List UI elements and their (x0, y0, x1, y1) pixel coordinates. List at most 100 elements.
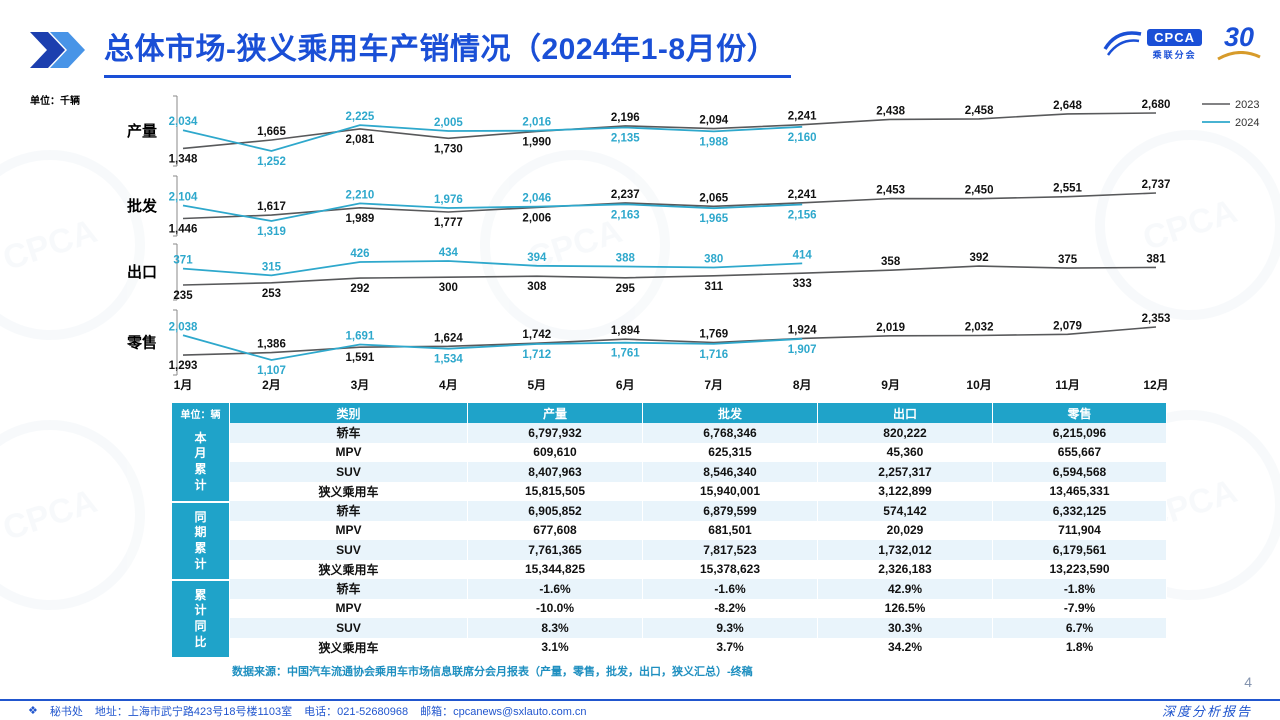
footer-address: 地址：上海市武宁路423号18号楼1103室 (94, 705, 293, 718)
table-value-cell: 9.3% (643, 618, 818, 638)
svg-text:8月: 8月 (793, 378, 812, 392)
footer-emblem-icon: ❖ (28, 705, 38, 717)
svg-text:1,769: 1,769 (699, 329, 728, 341)
svg-text:392: 392 (969, 252, 988, 264)
gold-swoosh-icon (1217, 51, 1261, 61)
table-value-cell: 2,257,317 (818, 462, 993, 482)
svg-text:零售: 零售 (126, 334, 157, 352)
svg-text:2,016: 2,016 (522, 117, 551, 129)
svg-text:2,135: 2,135 (611, 133, 640, 145)
summary-table: 单位：辆 类别 产量 批发 出口 零售本月累计轿车 6,797,932 6,768,346 82… (172, 403, 1167, 657)
table-value-cell: 8,407,963 (468, 462, 643, 482)
svg-text:1,907: 1,907 (788, 344, 817, 356)
svg-text:426: 426 (350, 248, 369, 260)
svg-text:2,163: 2,163 (611, 209, 640, 221)
svg-text:380: 380 (704, 254, 723, 266)
line-charts: 产量 1,348 2,034 1,665 1,252 2,081 2,225 1,730 2,0… (126, 95, 1259, 392)
table-category-cell: 轿车 (230, 579, 468, 599)
svg-text:1,976: 1,976 (434, 194, 463, 206)
svg-text:出口: 出口 (127, 263, 157, 281)
table-value-cell: 7,817,523 (643, 540, 818, 560)
svg-text:1,319: 1,319 (257, 226, 286, 238)
table-value-cell: 8,546,340 (643, 462, 818, 482)
svg-text:6月: 6月 (616, 378, 635, 392)
svg-text:371: 371 (173, 255, 193, 267)
watermark-text: CPCA (0, 481, 102, 548)
footer-bar: ❖ 秘书处 地址：上海市武宁路423号18号楼1103室 电话：021-5268… (0, 699, 1280, 720)
table-value-cell: -7.9% (993, 598, 1167, 618)
svg-text:1,716: 1,716 (699, 349, 728, 361)
svg-text:2,450: 2,450 (965, 185, 994, 197)
table-value-cell: 30.3% (818, 618, 993, 638)
svg-text:1,617: 1,617 (257, 201, 286, 213)
svg-text:5月: 5月 (527, 378, 546, 392)
table-value-cell: 6,594,568 (993, 462, 1167, 482)
svg-text:2,551: 2,551 (1053, 183, 1082, 195)
table-value-cell: 6.7% (993, 618, 1167, 638)
svg-text:2,006: 2,006 (522, 212, 551, 224)
svg-text:2,196: 2,196 (611, 112, 640, 124)
table-value-cell: -1.8% (993, 579, 1167, 599)
table-value-cell: 34.2% (818, 637, 993, 657)
table-value-cell: 625,315 (643, 442, 818, 462)
svg-text:2,079: 2,079 (1053, 320, 1082, 332)
cpca-swoosh-icon (1103, 30, 1142, 56)
svg-text:2,094: 2,094 (699, 115, 728, 127)
svg-text:1,989: 1,989 (346, 213, 375, 225)
svg-text:1,665: 1,665 (257, 126, 286, 138)
table-value-cell: 6,797,932 (468, 423, 643, 443)
table-value-cell: 609,610 (468, 442, 643, 462)
table-value-cell: 3,122,899 (818, 481, 993, 501)
svg-text:1,691: 1,691 (346, 331, 375, 343)
svg-text:2,065: 2,065 (699, 192, 728, 204)
table-category-cell: MPV (230, 598, 468, 618)
table-value-cell: 1,732,012 (818, 540, 993, 560)
page-title: 总体市场-狭义乘用车产销情况（2024年1-8月份） (104, 33, 778, 66)
cpca-logo-subtext: 乘联分会 (1152, 49, 1197, 60)
svg-text:2,241: 2,241 (788, 189, 817, 201)
table-value-cell: 15,378,623 (643, 559, 818, 579)
table-value-cell: 711,904 (993, 520, 1167, 540)
table-value-cell: -10.0% (468, 598, 643, 618)
svg-text:253: 253 (262, 288, 281, 300)
svg-text:2,019: 2,019 (876, 322, 905, 334)
table-category-cell: MPV (230, 520, 468, 540)
table-value-cell: 15,940,001 (643, 481, 818, 501)
cpca-logo-text: CPCA (1147, 28, 1202, 46)
table-category-cell: 狭义乘用车 (230, 637, 468, 657)
svg-text:1,591: 1,591 (346, 352, 375, 364)
svg-text:1,293: 1,293 (169, 360, 198, 372)
svg-text:2月: 2月 (262, 378, 281, 392)
table-value-cell: -1.6% (643, 579, 818, 599)
table-value-cell: -1.6% (468, 579, 643, 599)
svg-text:311: 311 (704, 281, 723, 293)
table-category-cell: SUV (230, 540, 468, 560)
title-block: 总体市场-狭义乘用车产销情况（2024年1-8月份） (104, 24, 792, 78)
svg-text:1,712: 1,712 (522, 349, 551, 361)
table-value-cell: 655,667 (993, 442, 1167, 462)
chart-unit-label: 单位：千辆 (30, 96, 80, 107)
svg-text:1,894: 1,894 (611, 325, 640, 337)
svg-text:1,924: 1,924 (788, 324, 817, 336)
table-value-cell: 3.7% (643, 637, 818, 657)
footer-email: 邮箱：cpcanews@sxlauto.com.cn (420, 705, 587, 718)
double-chevron-icon (30, 32, 85, 68)
svg-text:2,104: 2,104 (169, 192, 198, 204)
svg-text:1,742: 1,742 (522, 329, 551, 341)
table-group-label: 累计同比 (172, 579, 230, 657)
table-category-cell: MPV (230, 442, 468, 462)
table-column-header: 类别 (230, 403, 468, 423)
footer-report-type: 深度分析报告 (1161, 704, 1252, 719)
svg-text:2,046: 2,046 (522, 193, 551, 205)
svg-text:1,348: 1,348 (169, 153, 198, 165)
table-value-cell: 1.8% (993, 637, 1167, 657)
svg-text:2,438: 2,438 (876, 105, 905, 117)
table-value-cell: 6,768,346 (643, 423, 818, 443)
svg-text:1,446: 1,446 (169, 224, 198, 236)
svg-text:308: 308 (527, 281, 547, 293)
svg-text:2,737: 2,737 (1142, 179, 1171, 191)
table-value-cell: 8.3% (468, 618, 643, 638)
footer-phone: 电话：021-52680968 (304, 705, 409, 718)
table-value-cell: 2,326,183 (818, 559, 993, 579)
